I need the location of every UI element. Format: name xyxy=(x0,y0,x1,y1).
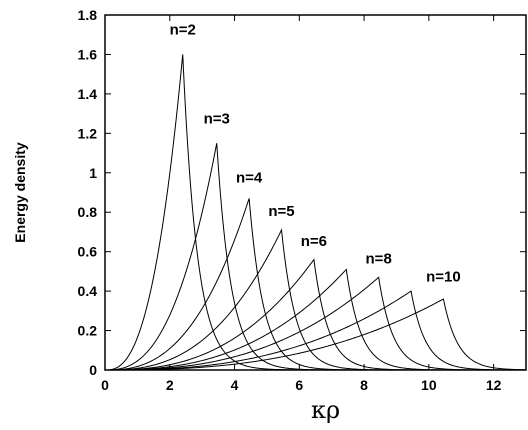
curve-n10 xyxy=(105,298,526,370)
x-tick-label: 6 xyxy=(295,377,303,393)
plot-frame xyxy=(104,14,527,371)
curve-n9 xyxy=(105,290,526,370)
y-tick-label: 0.4 xyxy=(78,283,98,299)
x-axis-ticks: 0 2 4 6 8 10 12 xyxy=(101,15,502,393)
y-axis-ticks: 0 0.2 0.4 0.6 0.8 1 1.2 1.4 1.6 1.8 xyxy=(78,7,526,378)
x-tick-label: 10 xyxy=(421,377,437,393)
annotation-n4: n=4 xyxy=(236,170,263,187)
y-axis-label: Energy density xyxy=(12,142,28,243)
y-tick-label: 0.8 xyxy=(78,204,98,220)
y-tick-label: 1.6 xyxy=(78,46,98,62)
annotation-n5: n=5 xyxy=(268,203,294,220)
curve-n6 xyxy=(105,258,526,370)
curve-n5 xyxy=(105,228,526,370)
curve-n3 xyxy=(105,143,526,370)
x-tick-label: 8 xyxy=(360,377,368,393)
y-tick-label: 1.8 xyxy=(78,7,98,23)
x-tick-label: 12 xyxy=(486,377,502,393)
annotations-layer: n=2 n=3 n=4 n=5 n=6 n=8 n=10 xyxy=(170,22,461,286)
x-tick-label: 2 xyxy=(166,377,174,393)
y-tick-label: 0.2 xyxy=(78,323,98,339)
annotation-n8: n=8 xyxy=(366,251,392,268)
curves-layer xyxy=(105,54,526,370)
curve-n7 xyxy=(105,268,526,370)
annotation-n3: n=3 xyxy=(204,110,230,127)
x-axis-label: κρ xyxy=(311,396,340,424)
y-tick-label: 1.2 xyxy=(78,125,98,141)
y-tick-label: 1 xyxy=(89,165,97,181)
x-tick-label: 0 xyxy=(101,377,109,393)
y-tick-label: 1.4 xyxy=(78,86,98,102)
annotation-n2: n=2 xyxy=(170,22,196,39)
y-tick-label: 0 xyxy=(89,362,97,378)
annotation-n10: n=10 xyxy=(426,268,461,285)
y-tick-label: 0.6 xyxy=(78,244,98,260)
annotation-n6: n=6 xyxy=(301,233,327,250)
x-tick-label: 4 xyxy=(231,377,239,393)
curve-n4 xyxy=(105,198,526,370)
